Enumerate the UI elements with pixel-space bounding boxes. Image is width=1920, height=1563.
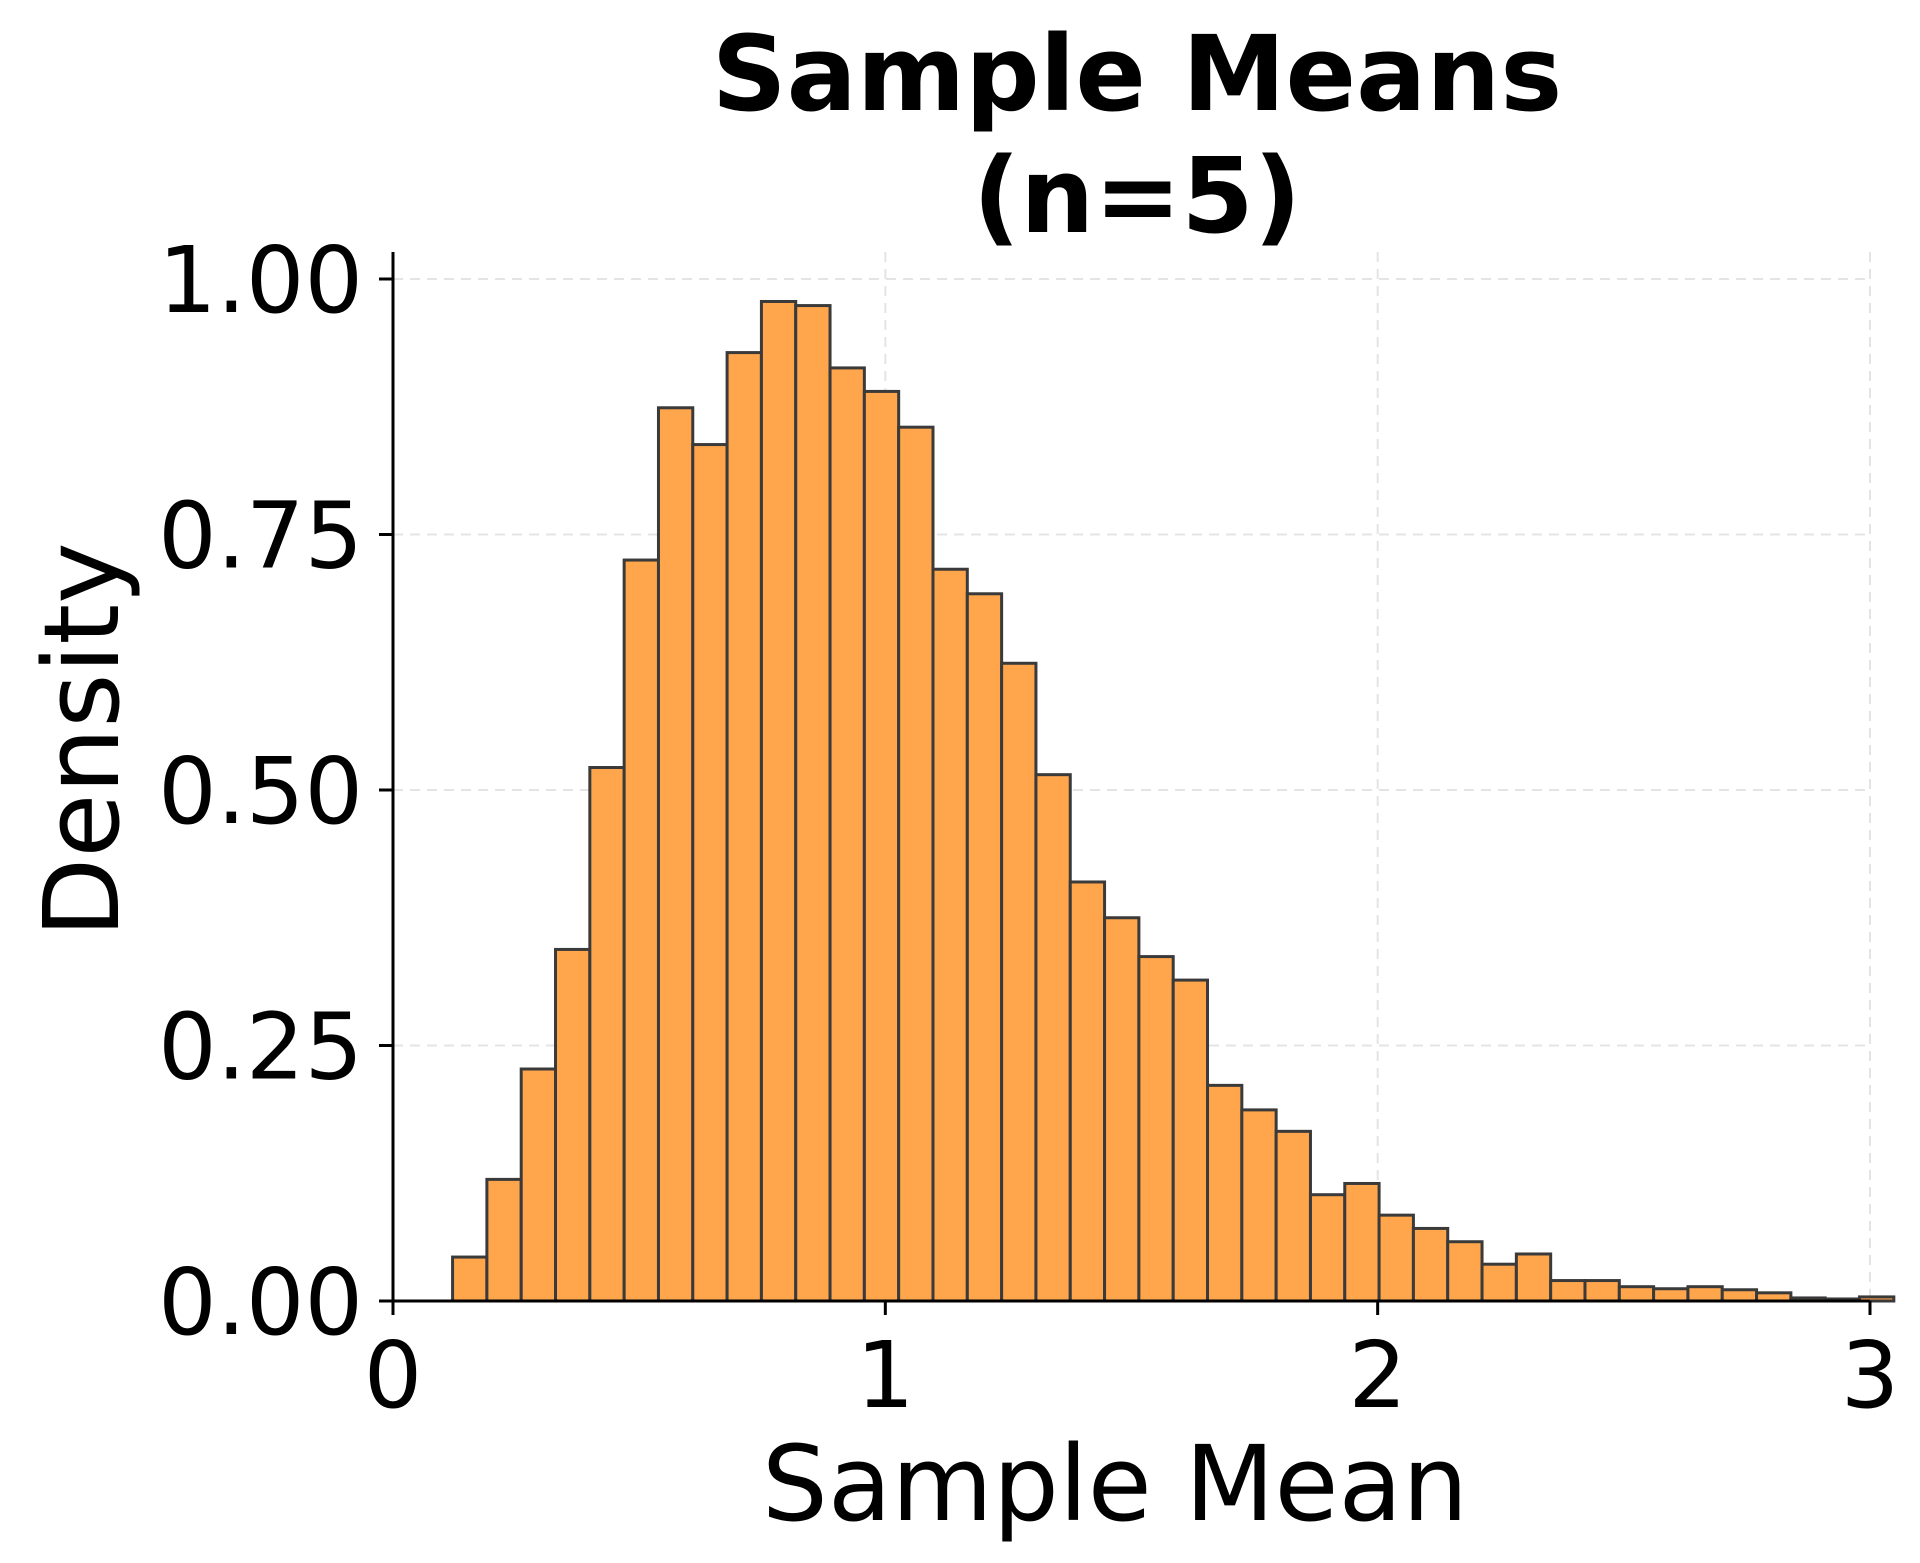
histogram-bar bbox=[1480, 1262, 1518, 1303]
histogram-bar bbox=[1720, 1288, 1759, 1303]
histogram-bar bbox=[554, 947, 592, 1303]
x-tick-label: 2 bbox=[1348, 1322, 1407, 1429]
histogram-bar bbox=[622, 558, 660, 1303]
histogram-bar bbox=[1000, 661, 1038, 1303]
histogram-bar bbox=[931, 567, 969, 1303]
histogram-bar bbox=[451, 1255, 489, 1303]
histogram-bar bbox=[1411, 1226, 1450, 1303]
histogram-bar bbox=[1858, 1295, 1896, 1303]
x-tick-label: 3 bbox=[1841, 1322, 1900, 1429]
histogram-bar bbox=[1103, 916, 1141, 1303]
histogram-bar bbox=[862, 389, 901, 1303]
x-axis-ticks: 0 1 2 3 bbox=[364, 1301, 1900, 1429]
x-axis-label: Sample Mean bbox=[762, 1423, 1468, 1545]
histogram-bar bbox=[691, 443, 729, 1303]
histogram-bar bbox=[725, 351, 763, 1303]
histogram-bar bbox=[1068, 880, 1107, 1303]
histogram-bar bbox=[1617, 1285, 1656, 1303]
histogram-bar bbox=[588, 766, 626, 1303]
histogram-bar bbox=[1137, 955, 1175, 1303]
histogram-bar bbox=[828, 366, 866, 1303]
histogram-bar bbox=[1274, 1129, 1312, 1303]
histogram-bar bbox=[1583, 1279, 1621, 1303]
histogram-bar bbox=[1171, 978, 1210, 1303]
histogram-bar bbox=[1343, 1181, 1381, 1303]
y-tick-label: 0.00 bbox=[158, 1249, 363, 1356]
y-axis-label: Density bbox=[21, 542, 143, 937]
histogram-bar bbox=[1308, 1193, 1347, 1303]
histogram-bar bbox=[965, 592, 1004, 1303]
histogram-bar bbox=[485, 1177, 523, 1303]
y-tick-label: 0.75 bbox=[158, 483, 363, 590]
histogram-bars bbox=[451, 299, 1896, 1303]
histogram-bar bbox=[1034, 773, 1072, 1303]
x-tick-label: 1 bbox=[856, 1322, 915, 1429]
x-tick-label: 0 bbox=[364, 1322, 423, 1429]
histogram-bar bbox=[1377, 1213, 1415, 1303]
histogram-bar bbox=[759, 299, 798, 1303]
histogram-bar bbox=[897, 425, 935, 1303]
histogram-bar bbox=[1240, 1108, 1278, 1303]
histogram-bar bbox=[1549, 1279, 1587, 1303]
histogram-bar bbox=[519, 1067, 558, 1303]
chart-title-line-2: (n=5) bbox=[973, 135, 1302, 257]
y-tick-label: 1.00 bbox=[158, 227, 363, 334]
histogram-bar bbox=[656, 406, 695, 1303]
histogram-bar bbox=[1446, 1240, 1484, 1303]
histogram-bar bbox=[1514, 1252, 1553, 1303]
histogram-bar bbox=[1652, 1287, 1690, 1303]
y-axis-ticks: 0.00 0.25 0.50 0.75 1.00 bbox=[158, 227, 393, 1356]
histogram-bar bbox=[1686, 1285, 1724, 1303]
histogram-bar bbox=[1206, 1083, 1244, 1303]
histogram-bar bbox=[794, 304, 832, 1303]
y-tick-label: 0.25 bbox=[158, 994, 363, 1101]
y-tick-label: 0.50 bbox=[158, 738, 363, 845]
chart-title-line-1: Sample Means bbox=[712, 13, 1562, 135]
